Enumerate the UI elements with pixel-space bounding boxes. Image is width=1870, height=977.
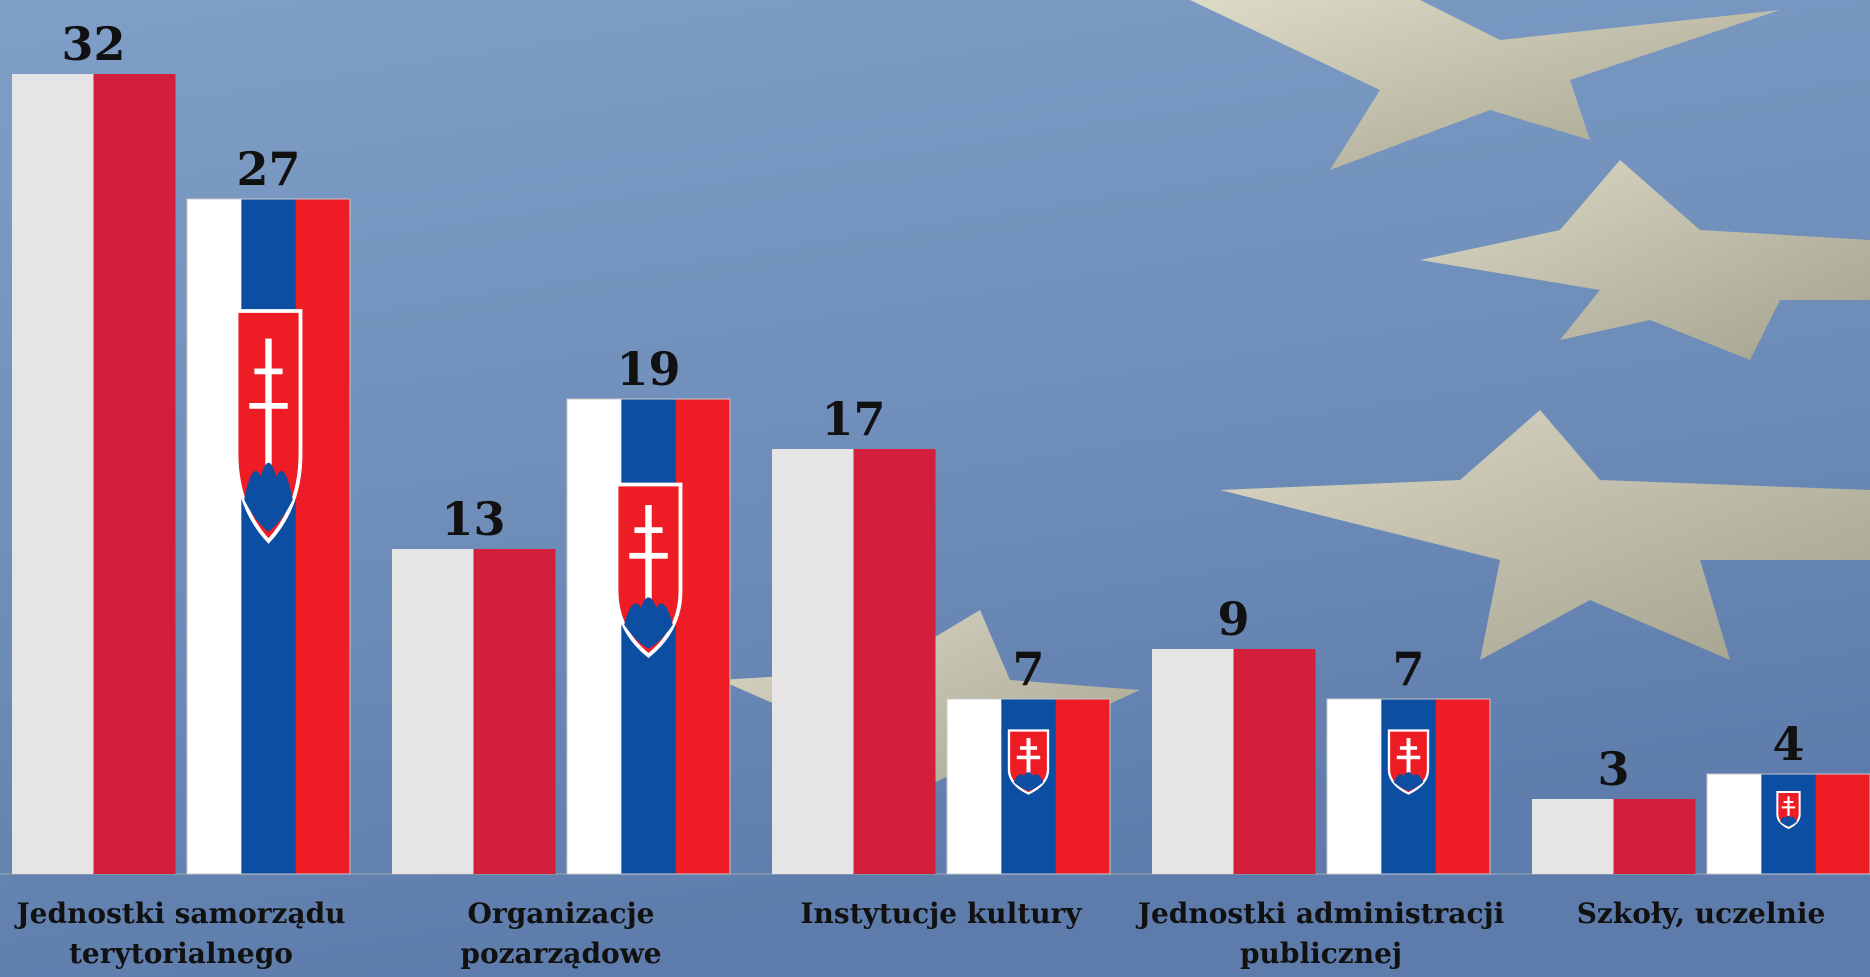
cross [645,505,651,601]
cross [1784,801,1794,803]
cross [254,369,282,375]
value-label: 32 [61,17,125,71]
bar [1327,699,1491,874]
bar-stripe [1234,649,1316,874]
bar-stripe [1056,699,1111,874]
bar [1152,649,1316,874]
value-label: 3 [1597,742,1629,796]
bar-stripe [567,399,622,874]
value-label: 13 [441,492,505,546]
bar-stripe [1436,699,1491,874]
bar-stripe [187,199,242,874]
bar [1532,799,1696,874]
x-tick-label: Instytucje kultury [751,894,1131,934]
bar-stripe [1707,774,1762,874]
value-label: 9 [1217,592,1249,646]
cross [1400,746,1417,750]
x-tick-label: Jednostki administracji publicznej [1131,894,1511,974]
cross [1017,756,1040,760]
bar [947,699,1111,874]
cross [634,527,662,533]
x-tick-label: Organizacje pozarządowe [371,894,751,974]
cross [249,403,287,409]
cross [1407,738,1411,773]
bar-stripe [1327,699,1382,874]
bar-stripe [947,699,1002,874]
bar [1707,774,1870,874]
bar [392,549,556,874]
cross [1027,738,1031,773]
value-label: 7 [1012,642,1044,696]
cross [629,553,667,559]
bar-stripe [1532,799,1614,874]
bar-stripe [12,74,94,874]
bar-stripe [854,449,936,874]
bar-stripe [392,549,474,874]
bar [567,399,731,874]
value-label: 27 [236,142,300,196]
bar-stripe [1152,649,1234,874]
cross [1020,746,1037,750]
bar [772,449,936,874]
value-label: 4 [1772,717,1804,771]
page: 322713191779734 (() => { const data = JS… [0,0,1870,977]
cross [1782,806,1795,808]
bar [12,74,176,874]
bar-stripe [1614,799,1696,874]
chart: 32 27 13 19 17 7 9 7 3 4 [0,0,1870,977]
cross [1397,756,1420,760]
bar [187,199,351,874]
value-label: 17 [821,392,885,446]
value-label: 7 [1392,642,1424,696]
bar-stripe [772,449,854,874]
bar-stripe [94,74,176,874]
bar-stripe [676,399,731,874]
x-tick-label: Szkoły, uczelnie [1511,894,1870,934]
bar-stripe [296,199,351,874]
bar-stripe [1816,774,1870,874]
value-label: 19 [616,342,680,396]
bar-stripe [474,549,556,874]
x-tick-label: Jednostki samorządu terytorialnego [0,894,371,974]
